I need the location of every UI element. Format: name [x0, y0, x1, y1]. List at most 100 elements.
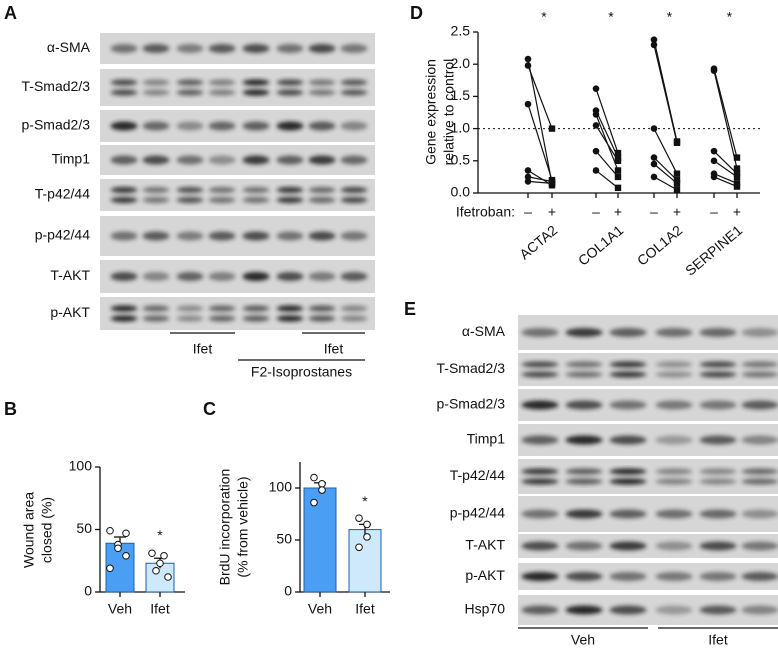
pair-line: [653, 163, 678, 184]
after-point: [673, 139, 681, 146]
data-point: [355, 514, 363, 522]
panel-label: B: [4, 399, 17, 419]
blot-band: [176, 231, 204, 241]
data-point: [164, 573, 172, 581]
blot-band: [308, 186, 336, 194]
data-point: [363, 520, 371, 529]
blot-band: [110, 79, 138, 86]
y-tick-label: 0.5: [451, 152, 471, 168]
blot-band: [521, 361, 559, 368]
data-point: [106, 564, 114, 573]
blot-band: [142, 155, 170, 165]
blot-band: [565, 468, 603, 475]
blot-band: [609, 371, 647, 378]
blot-row-label: T-Smad2/3: [437, 360, 506, 376]
blot-band: [699, 435, 737, 445]
before-point: [710, 173, 718, 181]
blot-band: [741, 605, 778, 615]
blot-band: [609, 572, 647, 581]
data-point: [310, 498, 318, 507]
pair-line: [653, 44, 678, 143]
blot-band: [276, 196, 304, 204]
blot-band: [340, 272, 368, 281]
blot-band: [308, 315, 336, 322]
blot-band: [655, 509, 693, 519]
data-point: [148, 549, 156, 558]
blot-band: [276, 44, 304, 53]
y-tick-label: 50: [76, 520, 92, 536]
after-point: [733, 180, 741, 187]
condition-label: +: [614, 204, 622, 220]
blot-band: [655, 328, 693, 337]
data-point: [318, 480, 326, 488]
pair-line: [595, 150, 619, 178]
y-tick-label: 100: [269, 479, 293, 495]
significance: *: [727, 9, 733, 25]
group-label: Ifet: [708, 632, 728, 648]
blot-band: [741, 478, 778, 485]
blot-band: [340, 315, 368, 322]
group-label: Veh: [571, 632, 595, 648]
before-point: [710, 157, 718, 165]
category-label: ACTA2: [516, 222, 560, 263]
before-point: [650, 154, 658, 161]
blot-band: [276, 79, 304, 86]
blot-strip: [100, 69, 375, 106]
blot-strip: [100, 297, 375, 330]
condition-label: –: [650, 204, 658, 220]
panel-label: E: [404, 299, 416, 319]
blot-band: [340, 196, 368, 204]
blot-band: [521, 328, 559, 337]
x-title: Ifetroban:: [456, 204, 515, 220]
blot-band: [208, 186, 236, 194]
before-point: [650, 36, 658, 44]
blot-band: [521, 371, 559, 378]
blot-band: [699, 572, 737, 581]
after-point: [548, 180, 556, 187]
condition-label: +: [733, 204, 741, 220]
x-tick-label: Ifet: [150, 601, 170, 617]
condition-label: –: [524, 204, 532, 220]
blot-band: [142, 186, 170, 194]
blot-band: [242, 79, 270, 86]
after-point: [614, 157, 622, 164]
blot-band: [565, 328, 603, 337]
blot-band: [242, 315, 270, 322]
blot-band: [699, 605, 737, 615]
data-point: [156, 559, 164, 568]
before-point: [710, 147, 718, 155]
before-point: [524, 62, 532, 69]
after-point: [673, 176, 681, 184]
blot-band: [208, 231, 236, 241]
blot-row-label: p-Smad2/3: [22, 117, 91, 133]
pair-line: [713, 68, 738, 158]
blot-band: [741, 361, 778, 368]
blot-band: [208, 79, 236, 86]
blot-band: [308, 44, 336, 53]
blot-row-label: T-p42/44: [450, 467, 505, 483]
blot-row-label: T-AKT: [50, 267, 90, 283]
blot-band: [741, 572, 778, 581]
after-point: [614, 167, 622, 174]
blot-band: [741, 541, 778, 551]
blot-band: [521, 605, 559, 615]
blot-band: [110, 231, 138, 241]
blot-band: [340, 121, 368, 131]
before-point: [650, 125, 658, 132]
blot-band: [655, 371, 693, 378]
blot-band: [110, 44, 138, 53]
pair-line: [595, 125, 619, 162]
blot-band: [208, 121, 236, 131]
blot-band: [655, 541, 693, 551]
blot-band: [110, 315, 138, 322]
blot-band: [208, 272, 236, 281]
blot-band: [176, 44, 204, 53]
before-point: [524, 167, 532, 174]
data-point: [122, 529, 130, 538]
blot-row-label: p-AKT: [50, 304, 90, 320]
blot-band: [176, 89, 204, 96]
after-point: [614, 149, 622, 157]
panel-label: C: [203, 399, 216, 419]
blot-band: [565, 509, 603, 519]
